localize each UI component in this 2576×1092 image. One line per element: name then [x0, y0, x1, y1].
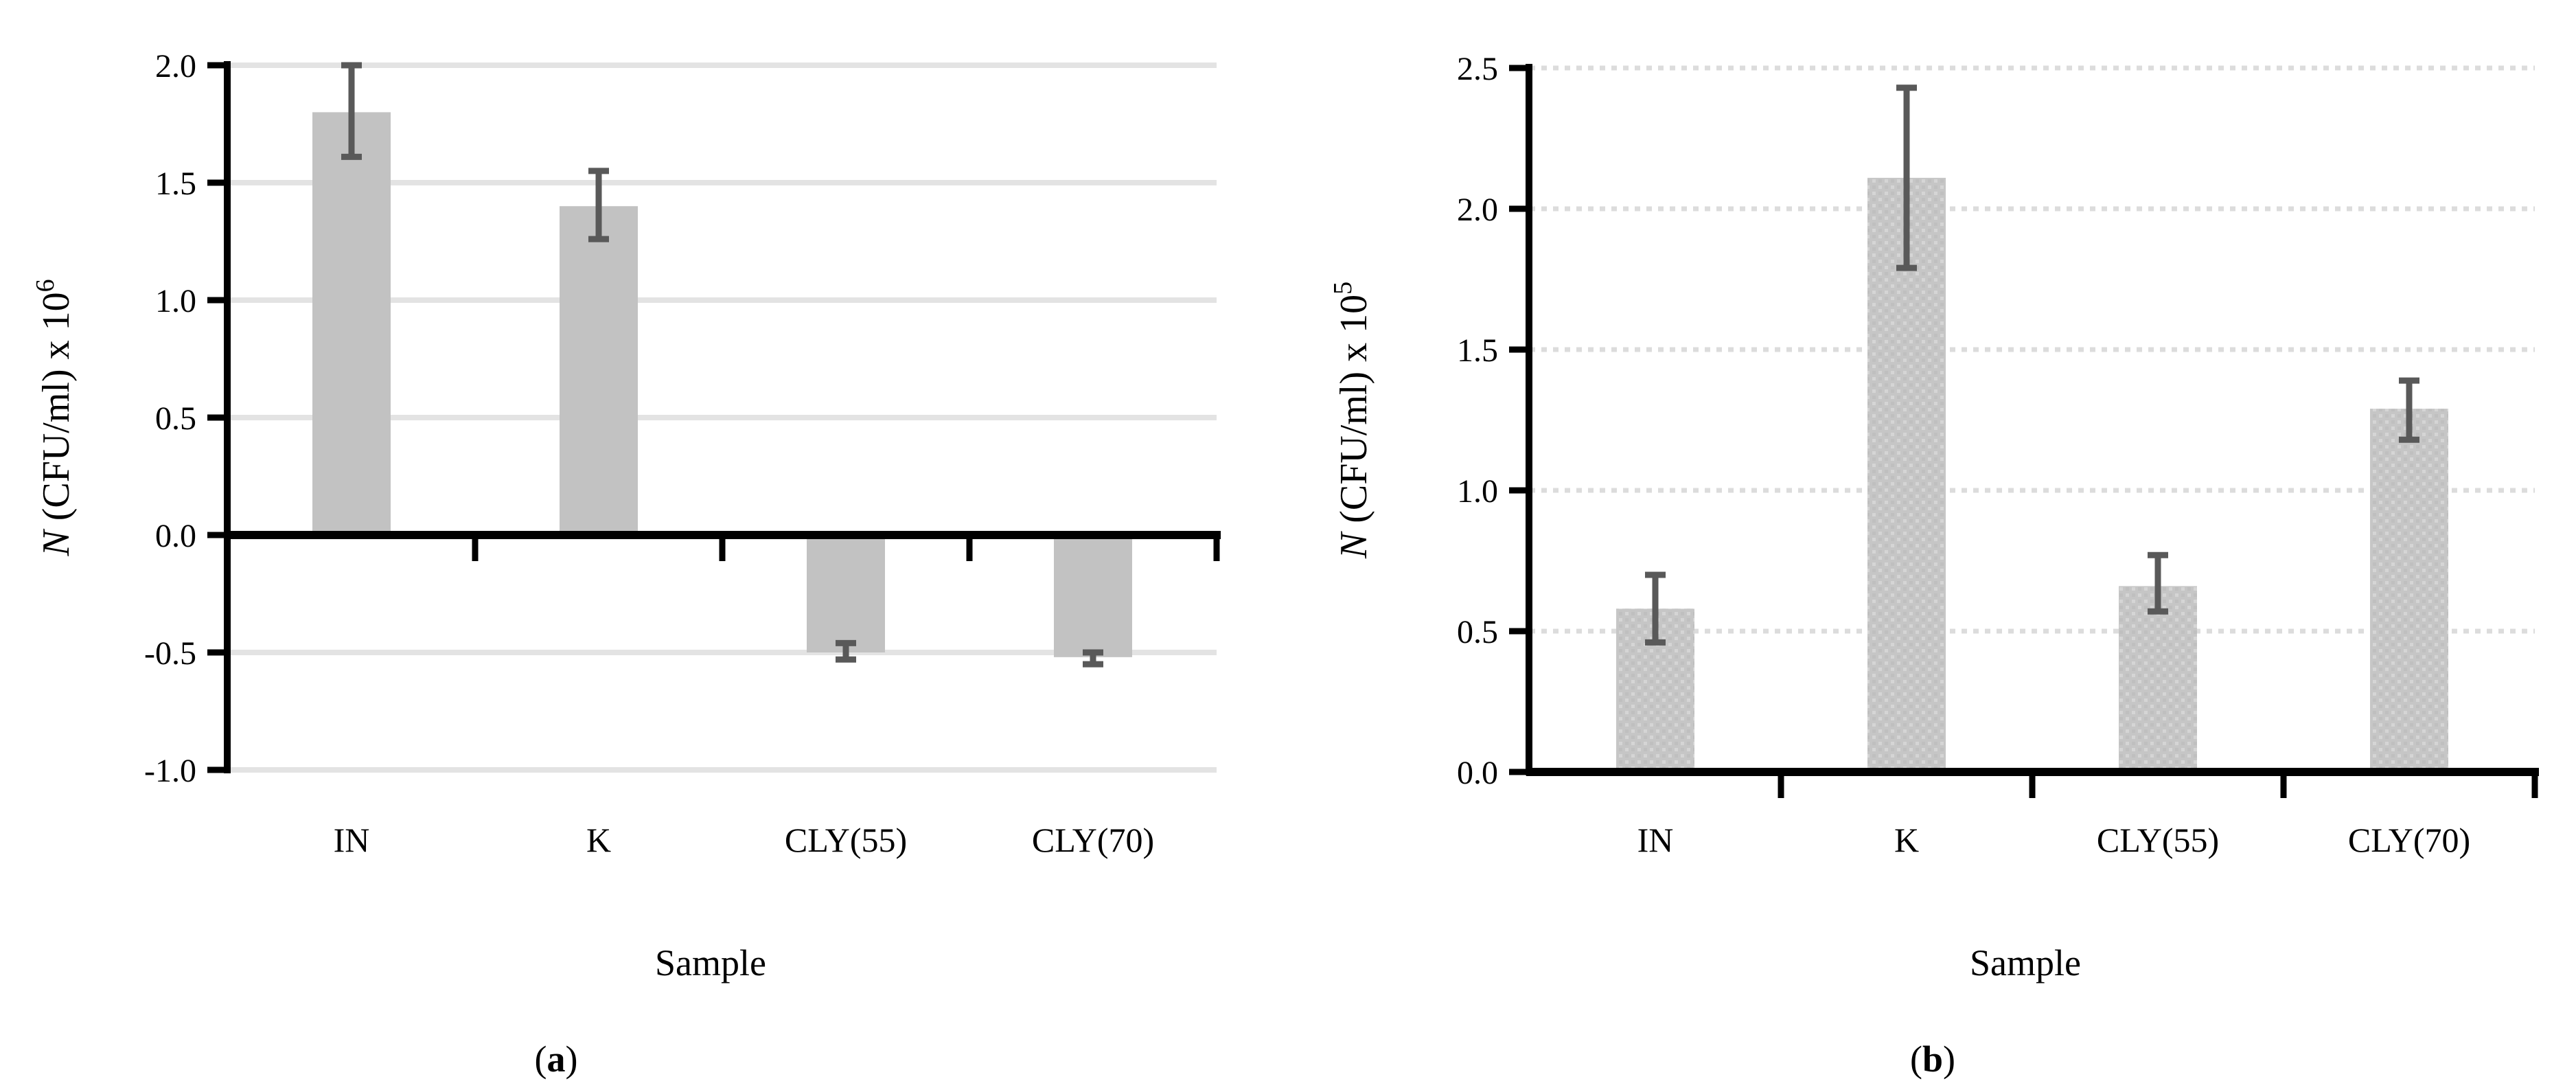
y-tick-label: 2.5 [1457, 51, 1498, 87]
category-label-IN: IN [1637, 821, 1674, 859]
y-tick-label: 2.0 [1457, 192, 1498, 228]
y-tick-label: 2.0 [155, 48, 196, 84]
bar-IN [312, 112, 391, 535]
y-tick-label: 1.0 [155, 283, 196, 319]
y-tick-label: 0.0 [1457, 755, 1498, 791]
category-label-CLY(55): CLY(55) [785, 821, 907, 859]
bar-K [560, 206, 638, 535]
y-tick-label: 1.5 [155, 166, 196, 202]
error-bar-IN [341, 62, 362, 160]
category-label-K: K [1894, 821, 1919, 859]
error-bar-K [1896, 84, 1917, 271]
charts-root: 2.0 1.5 1.0 0.5 0.0 -0.5 -1.0 IN K CLY(55) CLY(70)… [31, 48, 2539, 1080]
bar-K [1867, 177, 1946, 772]
bar-CLY(70) [1054, 535, 1132, 657]
y-tick-label: 0.5 [155, 400, 196, 437]
error-bar-CLY(70) [2399, 377, 2419, 443]
y-tick-label: 0.5 [1457, 614, 1498, 650]
y-axis-title: N (CFU/ml) x 105 [1329, 282, 1375, 559]
bar-CLY(70) [2370, 409, 2448, 772]
y-axis-title: N (CFU/ml) x 106 [31, 279, 78, 556]
bar-CLY(55) [2119, 586, 2197, 772]
bar-CLY(55) [807, 535, 885, 652]
x-axis-title-a: Sample [655, 942, 766, 983]
error-bar-IN [1645, 571, 1666, 646]
y-tick-label: 0.0 [155, 518, 196, 554]
y-tick-label: -1.0 [144, 753, 196, 789]
y-tick-label: 1.5 [1457, 332, 1498, 369]
y-tick-label: -0.5 [144, 635, 196, 672]
error-bar-CLY(55) [2148, 551, 2168, 615]
x-axis-title-b: Sample [1970, 942, 2081, 983]
error-bar-CLY(70) [1083, 649, 1103, 668]
category-label-IN: IN [334, 821, 370, 859]
category-label-CLY(70): CLY(70) [2348, 821, 2470, 859]
chart-b: 2.5 2.0 1.5 1.0 0.5 0.0 IN K CLY(55) CLY(70) N (CF… [1329, 51, 2539, 1080]
category-label-K: K [586, 821, 611, 859]
error-bar-K [588, 168, 609, 242]
caption-a: (a) [535, 1038, 578, 1080]
y-tick-label: 1.0 [1457, 473, 1498, 510]
category-label-CLY(70): CLY(70) [1032, 821, 1154, 859]
chart-a: 2.0 1.5 1.0 0.5 0.0 -0.5 -1.0 IN K CLY(55) CLY(70)… [31, 48, 1221, 1080]
error-bar-CLY(55) [836, 639, 856, 663]
category-label-CLY(55): CLY(55) [2097, 821, 2219, 859]
caption-b: (b) [1910, 1038, 1955, 1080]
